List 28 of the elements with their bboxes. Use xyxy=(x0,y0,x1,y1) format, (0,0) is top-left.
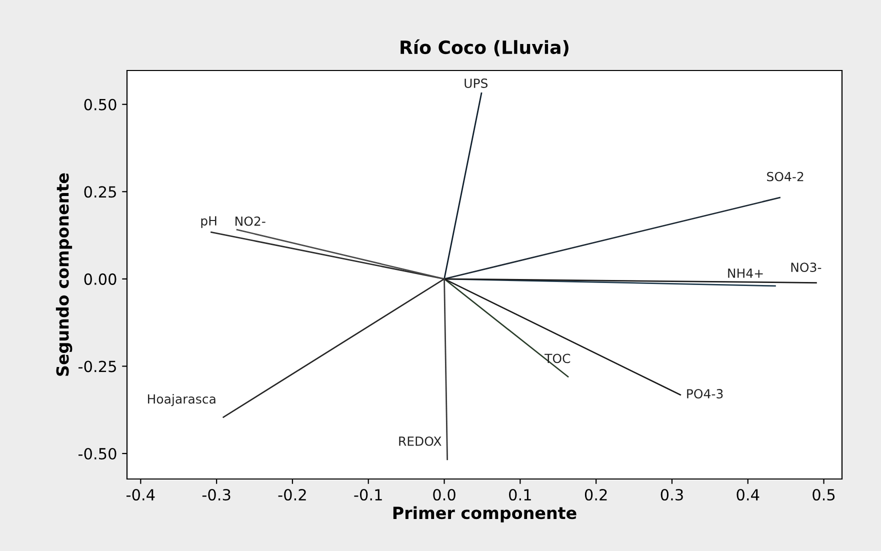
series-label: Hoajarasca xyxy=(148,394,216,406)
y-tick-label: 0.25 xyxy=(84,186,116,198)
x-tick-label: 0.0 xyxy=(433,488,456,501)
x-tick-label: -0.3 xyxy=(202,488,230,501)
y-axis-title: Segundo componente xyxy=(56,173,72,376)
x-axis-title: Primer componente xyxy=(393,506,576,522)
series-label: NO3- xyxy=(791,262,822,272)
series-label: NO2- xyxy=(236,216,266,226)
series-label: REDOX xyxy=(399,436,442,446)
series-label: PO4-3 xyxy=(687,389,723,398)
x-tick-label: 0.5 xyxy=(812,488,835,501)
chart-title: Río Coco (Lluvia) xyxy=(400,39,568,56)
x-tick-label: 0.4 xyxy=(736,488,760,501)
x-tick-label: -0.1 xyxy=(354,488,382,501)
series-label: NH4+ xyxy=(728,268,763,278)
y-tick-label: -0.25 xyxy=(78,360,116,372)
x-tick-label: -0.4 xyxy=(126,488,155,501)
series-label: TOC xyxy=(544,354,570,364)
x-tick-label: -0.2 xyxy=(278,488,306,501)
x-tick-label: 0.2 xyxy=(584,488,607,501)
x-tick-label: 0.1 xyxy=(509,488,531,501)
x-tick-label: 0.3 xyxy=(660,488,683,501)
series-label: UPS xyxy=(464,78,488,88)
y-tick-label: 0.00 xyxy=(84,273,116,285)
series-label: pH xyxy=(201,216,216,228)
y-tick-label: 0.50 xyxy=(84,98,116,110)
y-tick-label: -0.50 xyxy=(78,448,116,460)
series-label: SO4-2 xyxy=(767,172,804,182)
